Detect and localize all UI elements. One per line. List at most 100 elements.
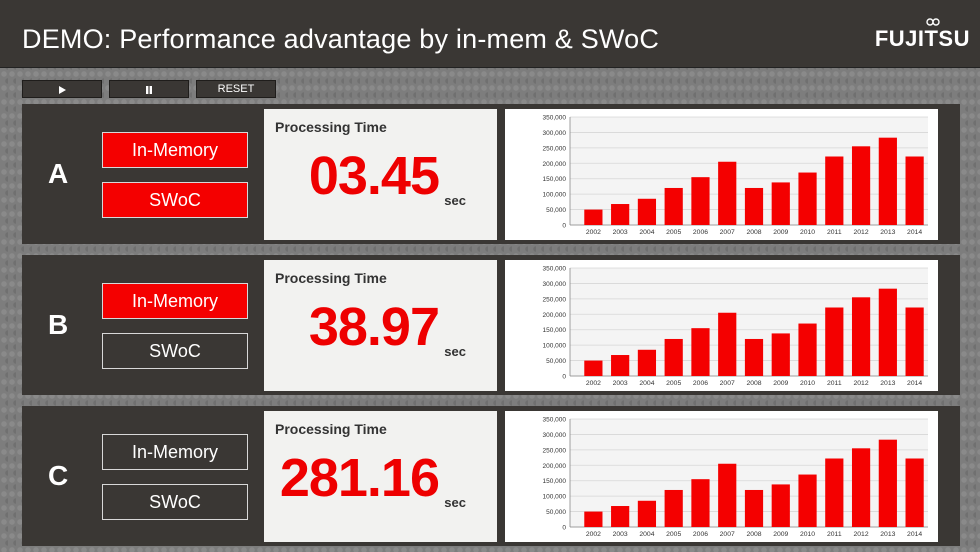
x-tick-label: 2012	[854, 531, 869, 538]
x-tick-label: 2014	[907, 531, 922, 538]
fujitsu-infinity-icon	[926, 18, 940, 26]
in-memory-toggle[interactable]: In-Memory	[102, 132, 248, 168]
bar	[878, 288, 897, 376]
bar	[611, 355, 630, 376]
y-tick-label: 100,000	[543, 494, 567, 501]
swoc-toggle[interactable]: SWoC	[102, 333, 248, 369]
bar-chart-svg: 0 50,000 100,000 150,000 200,000 250,000 300,0…	[543, 417, 928, 538]
bar	[744, 338, 764, 376]
bar	[798, 474, 817, 527]
bar	[905, 307, 924, 376]
y-tick-label: 50,000	[546, 207, 566, 214]
bar	[771, 182, 790, 225]
x-tick-label: 2014	[907, 229, 922, 236]
y-tick-label: 150,000	[543, 327, 567, 334]
y-tick-label: 0	[562, 223, 566, 230]
x-tick-label: 2006	[693, 531, 708, 538]
x-tick-label: 2008	[746, 380, 761, 387]
x-tick-label: 2004	[639, 531, 654, 538]
y-tick-label: 300,000	[543, 432, 567, 439]
play-button[interactable]	[22, 80, 102, 98]
bar	[584, 360, 603, 376]
bar	[637, 349, 657, 376]
x-tick-label: 2011	[827, 380, 842, 387]
bar	[664, 489, 683, 527]
processing-time-unit: sec	[444, 193, 466, 208]
bar	[851, 146, 871, 225]
in-memory-toggle[interactable]: In-Memory	[102, 434, 248, 470]
x-tick-label: 2007	[720, 229, 735, 236]
y-tick-label: 0	[562, 374, 566, 381]
y-tick-label: 250,000	[543, 296, 567, 303]
processing-time-label: Processing Time	[275, 270, 387, 286]
bar-chart-a: 0 50,000 100,000 150,000 200,000 250,000 300,0…	[505, 109, 938, 240]
bar	[611, 204, 630, 225]
x-tick-label: 2004	[639, 380, 654, 387]
y-tick-label: 350,000	[543, 417, 567, 424]
processing-time-value: 281.16	[279, 448, 440, 508]
bar	[637, 500, 657, 527]
bar	[798, 172, 817, 225]
x-tick-label: 2011	[827, 531, 842, 538]
processing-time-unit: sec	[444, 495, 466, 510]
x-tick-label: 2006	[693, 229, 708, 236]
x-tick-label: 2010	[800, 380, 815, 387]
x-tick-label: 2009	[773, 531, 788, 538]
y-tick-label: 50,000	[546, 358, 566, 365]
panel-letter: C	[48, 460, 69, 491]
bar	[718, 463, 737, 527]
page-title: DEMO: Performance advantage by in-mem & …	[22, 24, 660, 54]
processing-time-box: Processing Time 03.45 sec	[264, 109, 497, 240]
bar	[825, 458, 844, 527]
bar	[611, 506, 630, 527]
processing-time-label: Processing Time	[275, 119, 387, 135]
bar	[825, 307, 844, 376]
fujitsu-logo: FUJITSU	[874, 26, 970, 51]
swoc-toggle[interactable]: SWoC	[102, 182, 248, 218]
x-tick-label: 2008	[746, 229, 761, 236]
bar	[584, 511, 603, 527]
x-tick-label: 2010	[800, 229, 815, 236]
y-tick-label: 0	[562, 525, 566, 532]
bar	[664, 338, 683, 376]
x-tick-label: 2010	[800, 531, 815, 538]
bar-chart-b: 0 50,000 100,000 150,000 200,000 250,000 300,0…	[505, 260, 938, 391]
y-tick-label: 200,000	[543, 463, 567, 470]
bar	[718, 161, 737, 225]
panel-letter: A	[48, 158, 69, 189]
header-bar: DEMO: Performance advantage by in-mem & …	[0, 0, 980, 68]
bar	[798, 323, 817, 376]
bar	[878, 137, 897, 225]
pause-button[interactable]	[109, 80, 189, 98]
x-tick-label: 2005	[666, 229, 681, 236]
processing-time-unit: sec	[444, 344, 466, 359]
y-tick-label: 150,000	[543, 478, 567, 485]
bar-chart-c: 0 50,000 100,000 150,000 200,000 250,000 300,0…	[505, 411, 938, 542]
x-tick-label: 2007	[720, 380, 735, 387]
y-tick-label: 200,000	[543, 161, 567, 168]
bar	[744, 489, 764, 527]
x-tick-label: 2002	[586, 380, 601, 387]
bar	[584, 209, 603, 225]
bar	[718, 312, 737, 376]
x-tick-label: 2009	[773, 380, 788, 387]
processing-time-box: Processing Time 281.16 sec	[264, 411, 497, 542]
bar	[905, 458, 924, 527]
in-memory-toggle[interactable]: In-Memory	[102, 283, 248, 319]
reset-button[interactable]: RESET	[196, 80, 276, 98]
x-tick-label: 2008	[746, 531, 761, 538]
x-tick-label: 2003	[613, 380, 628, 387]
processing-time-label: Processing Time	[275, 421, 387, 437]
bar	[744, 187, 764, 225]
pause-icon	[146, 86, 152, 94]
x-tick-label: 2006	[693, 380, 708, 387]
bar	[691, 328, 710, 376]
processing-time-value: 38.97	[308, 297, 440, 357]
swoc-toggle[interactable]: SWoC	[102, 484, 248, 520]
x-tick-label: 2013	[880, 229, 895, 236]
bar	[691, 479, 710, 527]
y-tick-label: 300,000	[543, 130, 567, 137]
bar	[905, 156, 924, 225]
y-tick-label: 350,000	[543, 266, 567, 273]
bar	[691, 177, 710, 225]
